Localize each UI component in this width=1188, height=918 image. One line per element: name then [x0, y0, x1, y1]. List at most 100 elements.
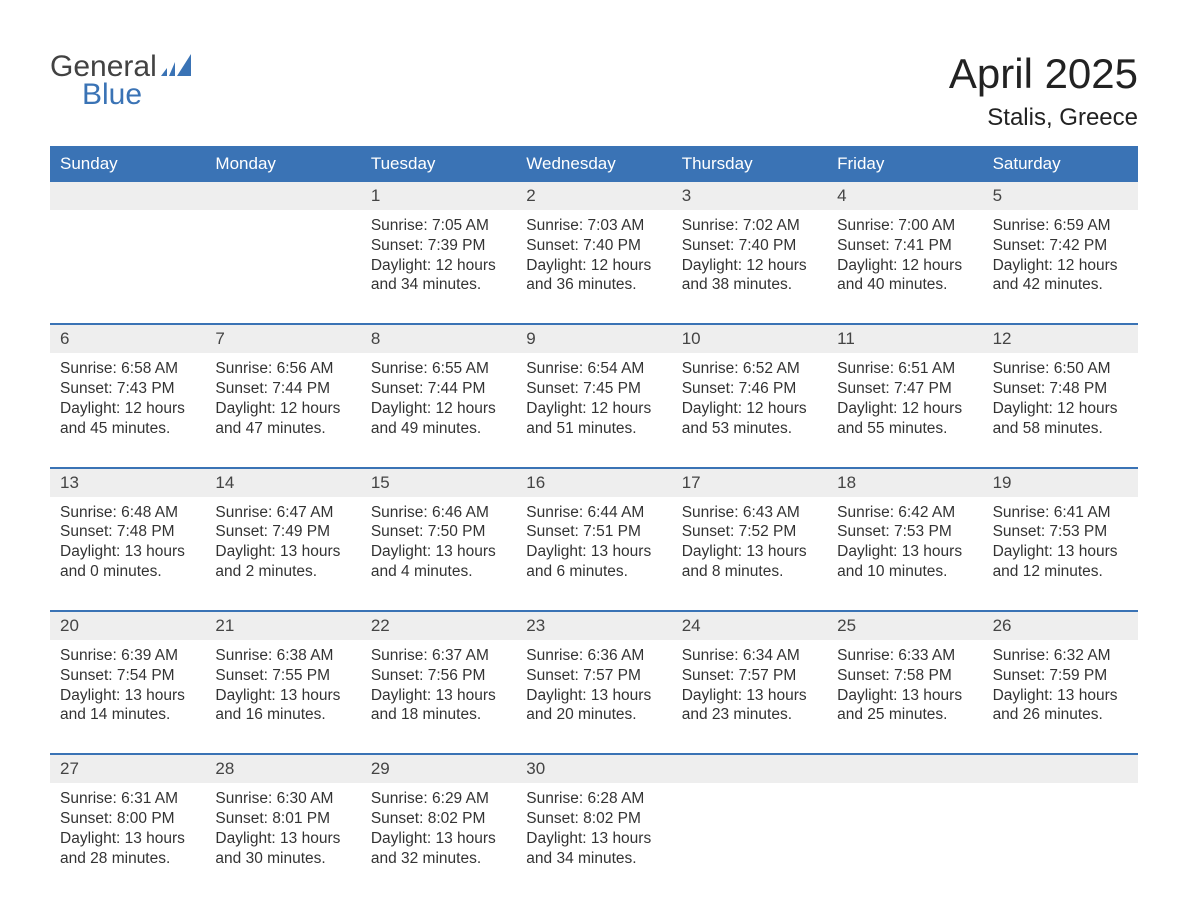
day-cell	[827, 783, 982, 896]
day-cell: Sunrise: 6:56 AMSunset: 7:44 PMDaylight:…	[205, 353, 360, 466]
sunrise-text: Sunrise: 6:47 AM	[215, 503, 350, 523]
day-cell	[983, 783, 1138, 896]
sunrise-text: Sunrise: 6:56 AM	[215, 359, 350, 379]
date-number: 22	[361, 612, 516, 640]
date-number: 2	[516, 182, 671, 210]
sunset-text: Sunset: 7:53 PM	[837, 522, 972, 542]
day-header: Sunday	[50, 146, 205, 182]
date-number: 18	[827, 469, 982, 497]
daylight-text: and 0 minutes.	[60, 562, 195, 582]
page-header: General Blue April 2025 Stalis, Greece	[50, 50, 1138, 132]
day-cell: Sunrise: 7:05 AMSunset: 7:39 PMDaylight:…	[361, 210, 516, 323]
daylight-text: and 38 minutes.	[682, 275, 817, 295]
date-number: 6	[50, 325, 205, 353]
date-number: 10	[672, 325, 827, 353]
daylight-text: Daylight: 12 hours	[993, 256, 1128, 276]
date-number-row: 12345	[50, 182, 1138, 210]
date-number: 29	[361, 755, 516, 783]
date-number	[827, 755, 982, 783]
day-body-row: Sunrise: 6:31 AMSunset: 8:00 PMDaylight:…	[50, 783, 1138, 896]
date-number-row: 13141516171819	[50, 469, 1138, 497]
daylight-text: and 58 minutes.	[993, 419, 1128, 439]
daylight-text: Daylight: 13 hours	[60, 542, 195, 562]
sunrise-text: Sunrise: 6:31 AM	[60, 789, 195, 809]
title-block: April 2025 Stalis, Greece	[949, 50, 1138, 132]
daylight-text: and 26 minutes.	[993, 705, 1128, 725]
daylight-text: and 12 minutes.	[993, 562, 1128, 582]
day-cell: Sunrise: 7:03 AMSunset: 7:40 PMDaylight:…	[516, 210, 671, 323]
day-cell: Sunrise: 6:30 AMSunset: 8:01 PMDaylight:…	[205, 783, 360, 896]
date-number: 28	[205, 755, 360, 783]
daylight-text: Daylight: 13 hours	[215, 686, 350, 706]
sunset-text: Sunset: 7:47 PM	[837, 379, 972, 399]
sunset-text: Sunset: 7:57 PM	[526, 666, 661, 686]
day-cell: Sunrise: 7:00 AMSunset: 7:41 PMDaylight:…	[827, 210, 982, 323]
day-cell: Sunrise: 6:55 AMSunset: 7:44 PMDaylight:…	[361, 353, 516, 466]
bars-icon	[161, 50, 191, 83]
day-header: Wednesday	[516, 146, 671, 182]
sunrise-text: Sunrise: 6:41 AM	[993, 503, 1128, 523]
date-number: 5	[983, 182, 1138, 210]
daylight-text: and 34 minutes.	[526, 849, 661, 869]
sunrise-text: Sunrise: 6:37 AM	[371, 646, 506, 666]
sunset-text: Sunset: 7:52 PM	[682, 522, 817, 542]
sunrise-text: Sunrise: 6:54 AM	[526, 359, 661, 379]
day-cell: Sunrise: 6:58 AMSunset: 7:43 PMDaylight:…	[50, 353, 205, 466]
day-cell: Sunrise: 6:51 AMSunset: 7:47 PMDaylight:…	[827, 353, 982, 466]
sunset-text: Sunset: 7:43 PM	[60, 379, 195, 399]
sunset-text: Sunset: 7:50 PM	[371, 522, 506, 542]
day-header: Saturday	[983, 146, 1138, 182]
sunset-text: Sunset: 8:02 PM	[526, 809, 661, 829]
day-cell: Sunrise: 6:59 AMSunset: 7:42 PMDaylight:…	[983, 210, 1138, 323]
sunrise-text: Sunrise: 6:36 AM	[526, 646, 661, 666]
date-number: 1	[361, 182, 516, 210]
date-number: 14	[205, 469, 360, 497]
location-label: Stalis, Greece	[949, 104, 1138, 132]
calendar: SundayMondayTuesdayWednesdayThursdayFrid…	[50, 146, 1138, 897]
daylight-text: and 20 minutes.	[526, 705, 661, 725]
sunrise-text: Sunrise: 6:28 AM	[526, 789, 661, 809]
day-body-row: Sunrise: 6:39 AMSunset: 7:54 PMDaylight:…	[50, 640, 1138, 753]
day-cell: Sunrise: 6:29 AMSunset: 8:02 PMDaylight:…	[361, 783, 516, 896]
daylight-text: and 45 minutes.	[60, 419, 195, 439]
sunrise-text: Sunrise: 6:30 AM	[215, 789, 350, 809]
daylight-text: Daylight: 12 hours	[682, 256, 817, 276]
sunset-text: Sunset: 8:00 PM	[60, 809, 195, 829]
sunrise-text: Sunrise: 7:05 AM	[371, 216, 506, 236]
sunset-text: Sunset: 7:46 PM	[682, 379, 817, 399]
sunset-text: Sunset: 7:59 PM	[993, 666, 1128, 686]
sunset-text: Sunset: 7:39 PM	[371, 236, 506, 256]
day-header: Friday	[827, 146, 982, 182]
day-cell: Sunrise: 6:32 AMSunset: 7:59 PMDaylight:…	[983, 640, 1138, 753]
sunset-text: Sunset: 7:55 PM	[215, 666, 350, 686]
date-number: 15	[361, 469, 516, 497]
sunset-text: Sunset: 7:51 PM	[526, 522, 661, 542]
daylight-text: Daylight: 13 hours	[837, 686, 972, 706]
daylight-text: Daylight: 13 hours	[682, 542, 817, 562]
daylight-text: and 40 minutes.	[837, 275, 972, 295]
daylight-text: Daylight: 13 hours	[993, 542, 1128, 562]
day-body-row: Sunrise: 6:58 AMSunset: 7:43 PM Daylight:…	[50, 353, 1138, 466]
daylight-text: and 34 minutes.	[371, 275, 506, 295]
sunrise-text: Sunrise: 6:44 AM	[526, 503, 661, 523]
date-number: 9	[516, 325, 671, 353]
date-number: 16	[516, 469, 671, 497]
daylight-text: Daylight: 12 hours	[993, 399, 1128, 419]
daylight-text: Daylight: 12 hours	[837, 399, 972, 419]
date-number: 3	[672, 182, 827, 210]
sunrise-text: Sunrise: 6:38 AM	[215, 646, 350, 666]
day-cell: Sunrise: 6:42 AMSunset: 7:53 PMDaylight:…	[827, 497, 982, 610]
date-number: 27	[50, 755, 205, 783]
date-number-row: 6789101112	[50, 325, 1138, 353]
daylight-text: Daylight: 12 hours	[526, 399, 661, 419]
logo: General Blue	[50, 50, 191, 112]
day-cell: Sunrise: 6:41 AMSunset: 7:53 PMDaylight:…	[983, 497, 1138, 610]
sunrise-text: Sunrise: 7:03 AM	[526, 216, 661, 236]
sunrise-text: Sunrise: 6:58 AM	[60, 359, 195, 379]
sunset-text: Sunset: 7:49 PM	[215, 522, 350, 542]
daylight-text: Daylight: 13 hours	[526, 542, 661, 562]
sunrise-text: Sunrise: 6:55 AM	[371, 359, 506, 379]
daylight-text: Daylight: 13 hours	[60, 686, 195, 706]
daylight-text: Daylight: 13 hours	[371, 542, 506, 562]
sunrise-text: Sunrise: 7:02 AM	[682, 216, 817, 236]
